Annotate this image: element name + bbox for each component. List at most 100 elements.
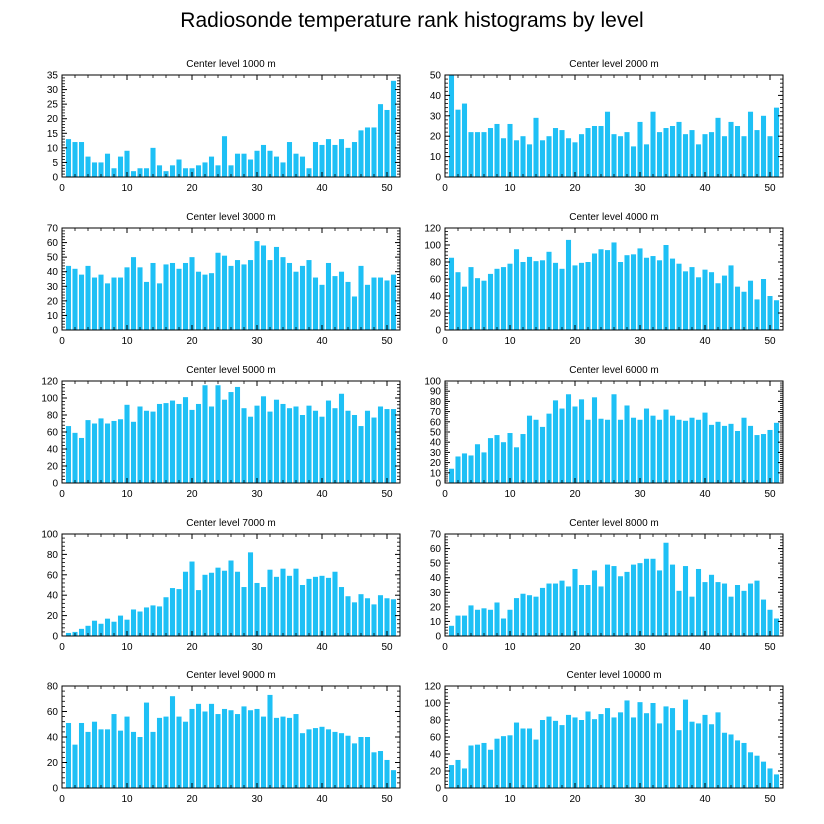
bar: [241, 587, 247, 636]
bar: [591, 253, 598, 330]
bar: [338, 587, 345, 636]
y-tick-label: 80: [430, 258, 442, 269]
bar: [195, 703, 202, 788]
bar: [546, 413, 552, 483]
x-tick-label: 50: [381, 794, 393, 805]
bar: [676, 590, 682, 636]
y-tick-label: 120: [41, 377, 58, 388]
bar: [481, 742, 487, 788]
x-tick-label: 0: [442, 183, 448, 194]
bar: [221, 570, 228, 636]
bar: [156, 606, 163, 636]
bar: [494, 268, 500, 330]
bar: [273, 246, 280, 330]
chart-panel-7: Center level 7000 m 0 10 20 30 40 50 0 20 40 60 80 1…: [41, 518, 401, 653]
bar: [228, 392, 234, 483]
bar: [474, 444, 481, 483]
bar: [65, 722, 72, 788]
bar: [215, 567, 221, 636]
bar: [500, 618, 507, 636]
x-tick-label: 10: [504, 336, 516, 347]
bar: [319, 416, 325, 483]
bar: [637, 419, 643, 483]
y-tick-label: 30: [430, 111, 442, 122]
y-tick-label: 0: [435, 632, 441, 643]
bar: [299, 156, 306, 177]
bar: [682, 134, 689, 177]
bar: [578, 134, 585, 177]
bar: [611, 134, 617, 177]
bar: [702, 412, 708, 483]
bar: [85, 265, 91, 330]
bar: [384, 109, 390, 177]
bar: [351, 602, 358, 636]
bar: [163, 264, 169, 330]
bar: [98, 729, 104, 788]
bar: [721, 583, 728, 636]
x-tick-label: 0: [442, 489, 448, 500]
x-tick-label: 20: [186, 336, 198, 347]
bar: [526, 415, 533, 483]
bar: [552, 583, 559, 636]
bar: [773, 774, 780, 788]
y-tick-label: 60: [47, 707, 59, 718]
bar: [91, 162, 98, 177]
bar: [760, 279, 767, 330]
bar: [643, 558, 650, 636]
y-tick-label: 60: [47, 428, 59, 439]
bar: [156, 717, 163, 789]
panel-title: Center level 6000 m: [569, 365, 659, 376]
bar: [455, 456, 461, 483]
bar: [676, 730, 682, 788]
bar: [676, 121, 682, 177]
x-tick-label: 10: [121, 794, 133, 805]
bar: [572, 265, 578, 330]
bar: [156, 403, 163, 483]
bar: [384, 409, 390, 483]
x-tick-label: 20: [186, 489, 198, 500]
bar: [104, 283, 111, 330]
bar: [306, 168, 312, 177]
x-tick-label: 30: [634, 642, 646, 653]
bar: [85, 731, 91, 788]
bar: [468, 605, 474, 636]
bar: [741, 291, 747, 330]
bar: [695, 723, 702, 788]
bar: [461, 103, 468, 177]
bar: [708, 272, 715, 330]
bar: [539, 260, 546, 330]
x-tick-label: 30: [634, 489, 646, 500]
bar: [91, 277, 98, 330]
y-tick-label: 60: [47, 570, 59, 581]
bar: [728, 265, 734, 330]
bar: [286, 717, 293, 789]
y-tick-label: 30: [47, 85, 59, 96]
x-tick-label: 20: [186, 642, 198, 653]
bar: [390, 770, 397, 788]
bar: [526, 595, 533, 636]
bar: [474, 744, 481, 788]
bar: [734, 430, 741, 483]
bar: [474, 609, 481, 636]
y-tick-label: 120: [424, 224, 441, 235]
bar: [384, 598, 390, 636]
bar: [247, 552, 254, 636]
bar: [643, 408, 650, 483]
bar: [247, 710, 254, 788]
x-tick-label: 40: [699, 489, 711, 500]
chart-panel-8: Center level 8000 m 0 10 20 30 40 50 0 10 20 30 40 5…: [430, 518, 784, 653]
bar: [513, 447, 520, 483]
bar: [585, 711, 591, 788]
bar: [533, 739, 539, 788]
bar: [247, 416, 254, 483]
y-tick-label: 0: [435, 479, 441, 490]
bar: [643, 257, 650, 330]
y-tick-label: 10: [430, 617, 442, 628]
bar: [611, 394, 617, 483]
bar: [267, 569, 273, 636]
y-tick-label: 5: [52, 158, 58, 169]
x-tick-label: 0: [442, 336, 448, 347]
bar: [345, 410, 351, 483]
bar: [371, 277, 377, 330]
bar: [312, 142, 319, 177]
